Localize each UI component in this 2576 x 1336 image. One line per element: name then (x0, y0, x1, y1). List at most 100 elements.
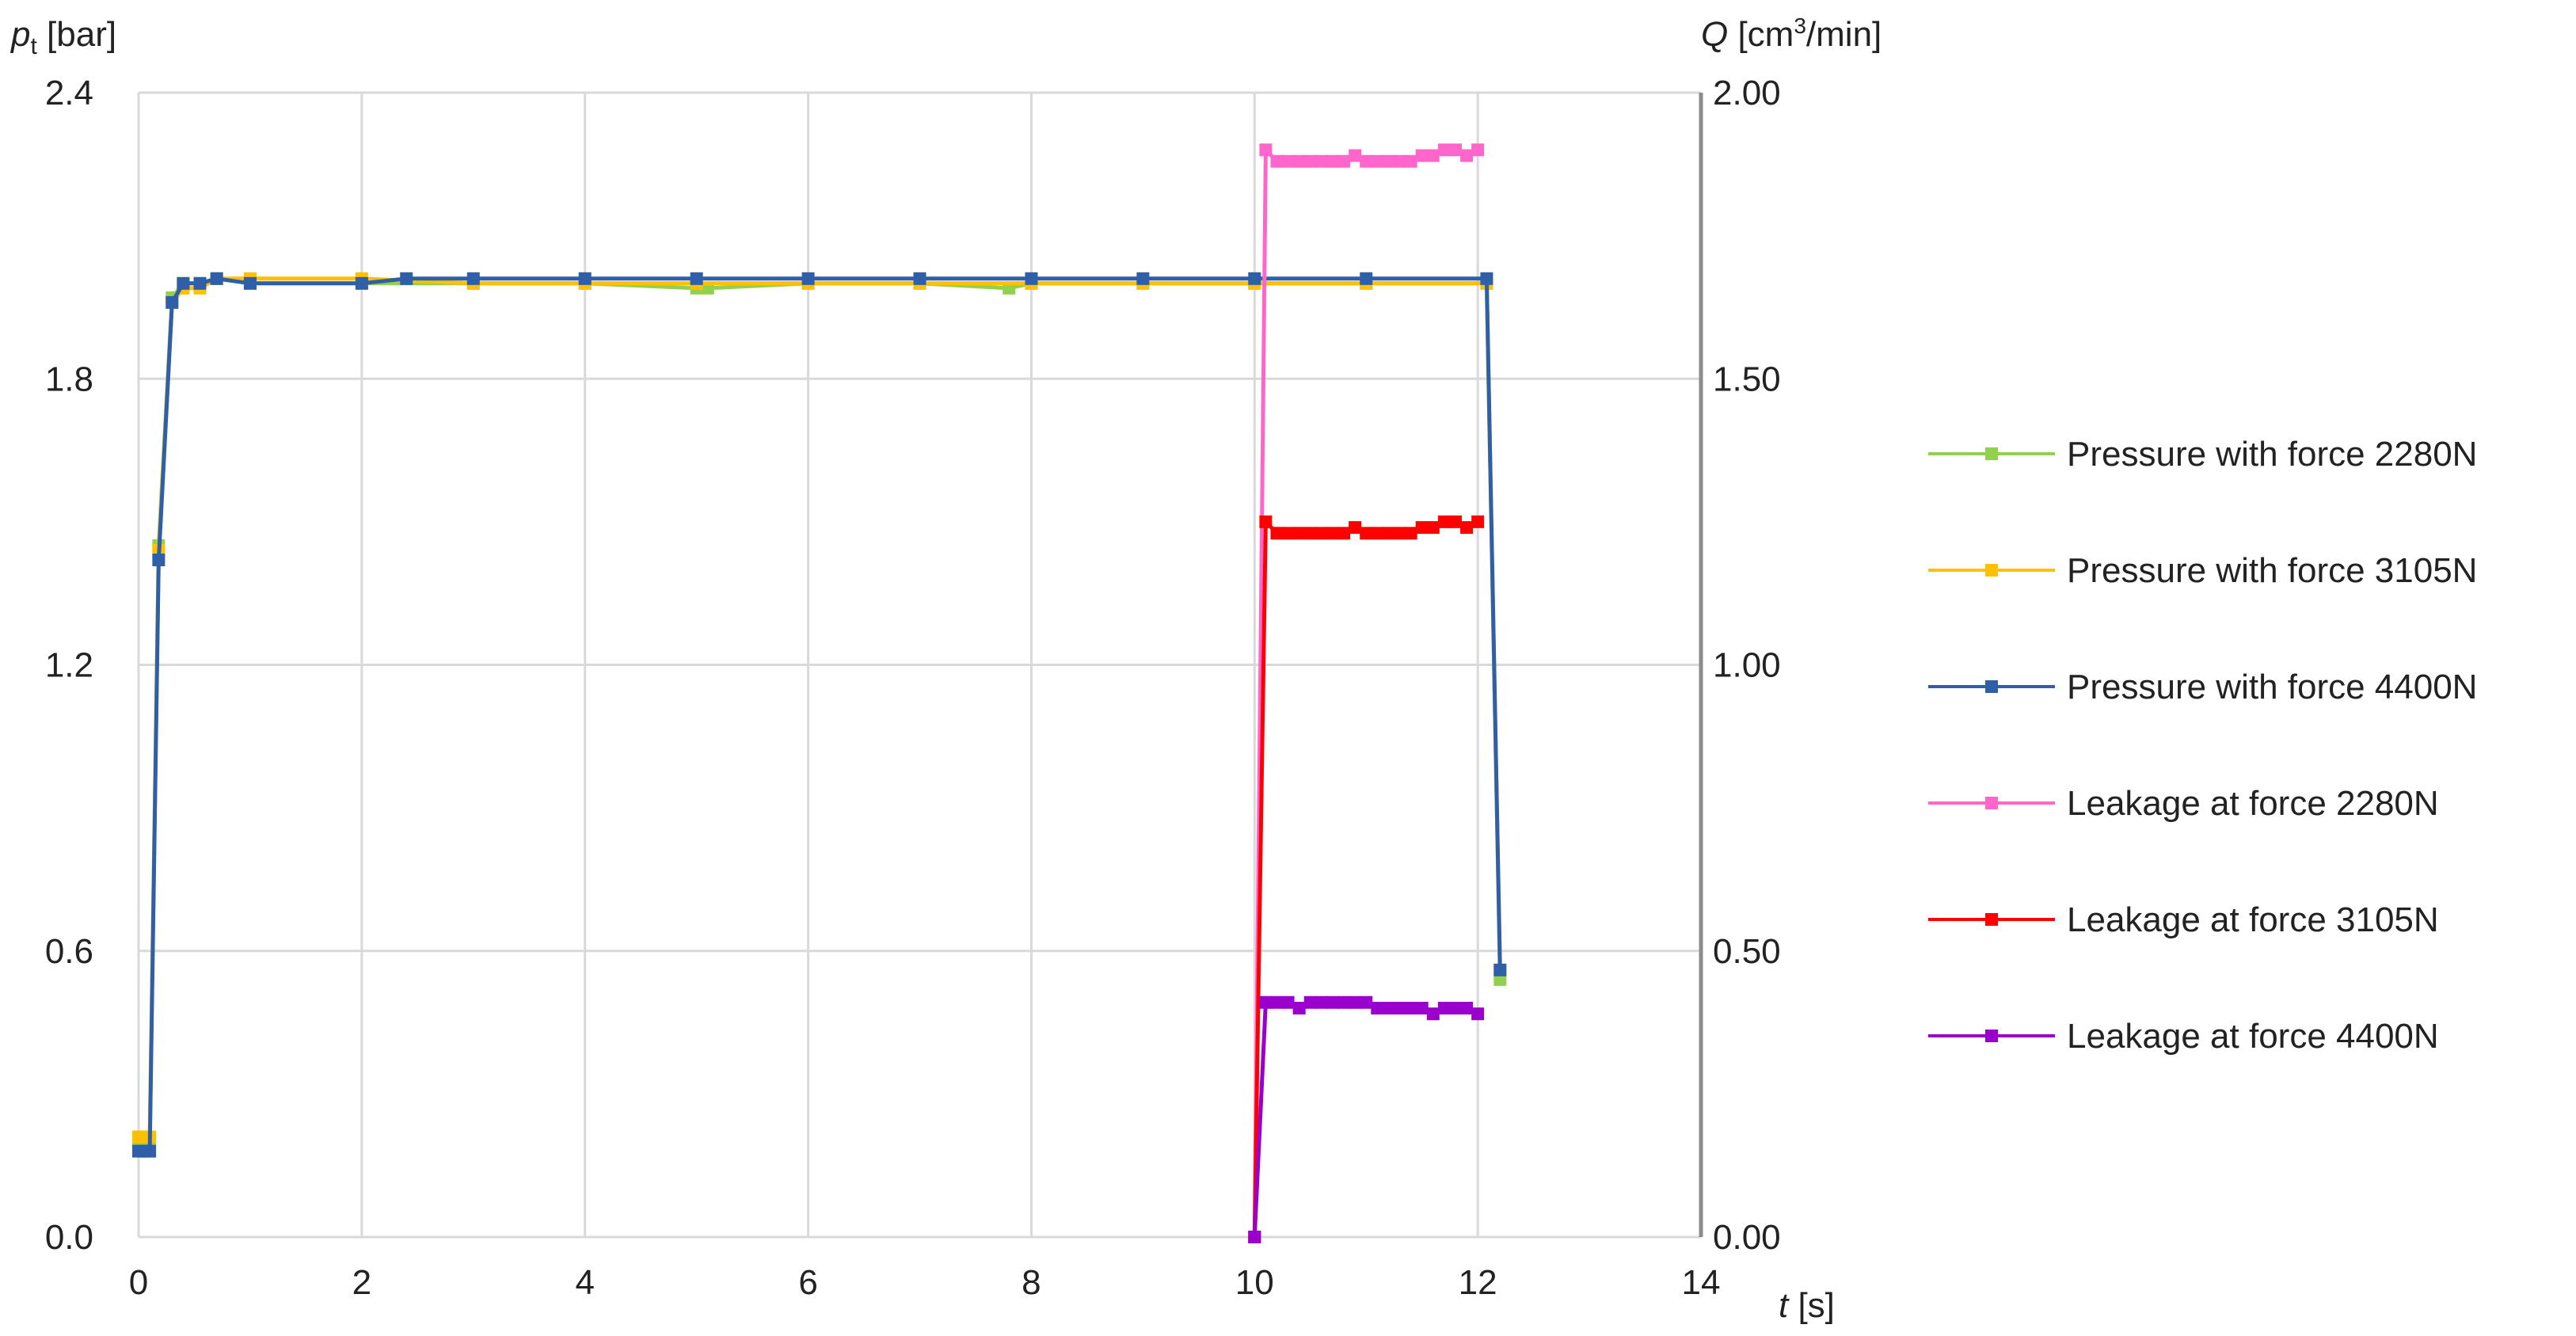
x-tick-label: 2 (352, 1263, 371, 1302)
data-point (1460, 1002, 1474, 1014)
data-point (1248, 272, 1261, 285)
data-point (1270, 995, 1284, 1009)
data-point (1382, 527, 1395, 540)
data-point (1437, 143, 1451, 157)
data-point (1326, 527, 1339, 540)
legend-marker (1985, 564, 1998, 577)
data-point (1493, 963, 1507, 976)
data-point (1259, 515, 1273, 528)
plot-area: 0 2 4 6 8 10 12 14 0.0 0.6 1.2 1.8 2.4 0.00 0.50 1.00 1.… (45, 74, 1781, 1302)
series-line (1252, 147, 1479, 1238)
y-left-tick-label: 1.2 (45, 646, 93, 685)
legend-label: Leakage at force 3105N (2067, 900, 2439, 939)
left-axis-title: pt [bar] (10, 15, 116, 59)
legend-label: Leakage at force 2280N (2067, 784, 2439, 823)
data-point (690, 272, 703, 285)
y-right-tick-label: 1.00 (1713, 646, 1781, 685)
data-point (210, 272, 223, 285)
x-tick-label: 10 (1235, 1263, 1274, 1302)
legend-marker (1985, 1030, 1998, 1042)
data-point (1136, 272, 1150, 285)
data-point (1337, 995, 1351, 1009)
right-axis-title: Q [cm3/min] (1701, 13, 1882, 54)
data-point (1281, 154, 1295, 168)
data-point (1393, 154, 1406, 168)
y-right-tick-label: 1.50 (1713, 360, 1781, 398)
data-point (152, 554, 166, 567)
data-point (400, 272, 413, 285)
series-5 (1248, 515, 1485, 1243)
data-point (1437, 515, 1451, 528)
y-left-tick-label: 0.0 (45, 1218, 93, 1257)
data-point (355, 276, 368, 290)
data-point (1415, 521, 1429, 535)
data-point (1292, 154, 1306, 168)
data-point (466, 272, 480, 285)
legend-entry: Pressure with force 4400N (1928, 668, 2477, 706)
data-point (1426, 149, 1440, 162)
svg-text:pt [bar]: pt [bar] (10, 15, 116, 59)
data-point (1460, 149, 1474, 162)
y-right-tick-label: 0.50 (1713, 932, 1781, 971)
data-point (1415, 149, 1429, 162)
y-right-tick-label: 0.00 (1713, 1218, 1781, 1257)
legend-entry: Leakage at force 4400N (1928, 1017, 2439, 1056)
legend-marker (1985, 913, 1998, 926)
data-point (1471, 1007, 1485, 1021)
data-point (1371, 1002, 1384, 1014)
data-point (1415, 1002, 1429, 1014)
data-point (1404, 527, 1417, 540)
x-axis-title: t [s] (1779, 1286, 1835, 1325)
data-point (1382, 1002, 1395, 1014)
data-point (1281, 995, 1295, 1009)
series-1 (132, 272, 1507, 1153)
data-point (1371, 527, 1384, 540)
data-point (143, 1144, 157, 1158)
data-point (177, 276, 190, 290)
data-point (801, 272, 815, 285)
series-6 (1248, 995, 1485, 1243)
data-point (1493, 973, 1507, 986)
series-line (1252, 520, 1479, 1238)
data-point (1448, 1002, 1462, 1014)
y-left-tick-label: 0.6 (45, 932, 93, 971)
legend-label: Pressure with force 2280N (2067, 435, 2477, 474)
data-point (1448, 515, 1462, 528)
data-point (1349, 995, 1362, 1009)
series-3 (132, 272, 1507, 1158)
data-point (193, 276, 207, 290)
legend-entry: Leakage at force 3105N (1928, 900, 2439, 939)
legend-entry: Leakage at force 2280N (1928, 784, 2439, 823)
data-point (1382, 154, 1395, 168)
y-right-tick-label: 2.00 (1713, 74, 1781, 112)
legend-marker (1985, 680, 1998, 693)
data-point (1337, 527, 1351, 540)
y-left-tick-label: 2.4 (45, 74, 93, 112)
data-point (1349, 521, 1362, 535)
data-point (1326, 995, 1339, 1009)
legend-label: Pressure with force 3105N (2067, 551, 2477, 590)
series-line (139, 276, 1502, 1154)
x-tick-label: 6 (798, 1263, 817, 1302)
data-point (1426, 1007, 1440, 1021)
y-left-tick-label: 1.8 (45, 360, 93, 398)
data-point (1371, 154, 1384, 168)
data-point (1025, 272, 1038, 285)
data-point (1281, 527, 1295, 540)
data-point (1326, 154, 1339, 168)
x-tick-label: 4 (575, 1263, 594, 1302)
data-point (166, 295, 179, 309)
data-point (1303, 995, 1317, 1009)
data-point (578, 272, 592, 285)
data-point (1426, 521, 1440, 535)
data-point (1437, 1002, 1451, 1014)
svg-text:t [s]: t [s] (1779, 1286, 1835, 1325)
data-point (1270, 154, 1284, 168)
data-point (1480, 272, 1493, 285)
data-point (1471, 143, 1485, 157)
data-point (1404, 154, 1417, 168)
data-point (1270, 527, 1284, 540)
data-point (1448, 143, 1462, 157)
data-point (1393, 1002, 1406, 1014)
